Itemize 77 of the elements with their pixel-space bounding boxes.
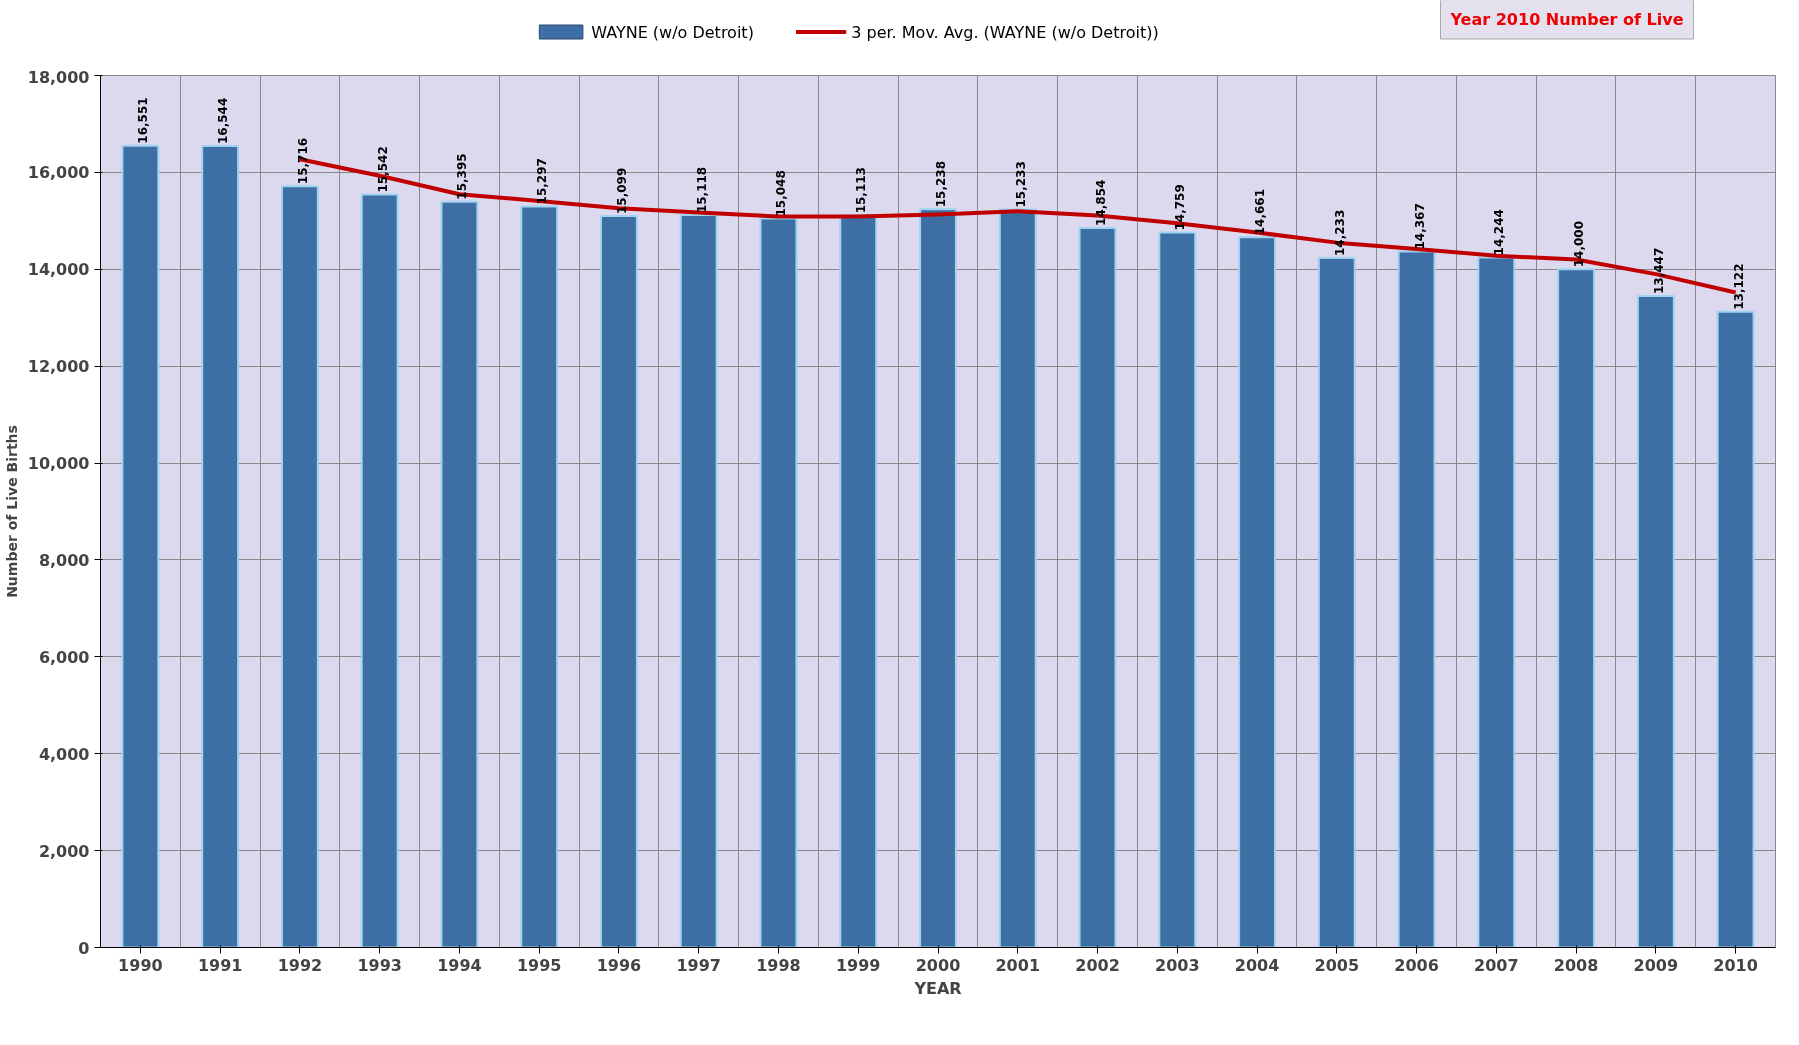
x-tick-label: 2004 <box>1234 955 1280 975</box>
x-tick-label: 2008 <box>1553 955 1599 975</box>
bar <box>1397 250 1436 948</box>
y-tick-label: 6,000 <box>38 647 90 667</box>
data-label: 13,447 <box>1651 247 1666 295</box>
x-tick-label: 1994 <box>437 955 482 975</box>
x-tick-label: 2009 <box>1633 955 1679 975</box>
legend-label: 3 per. Mov. Avg. (WAYNE (w/o Detroit)) <box>851 22 1159 42</box>
x-tick-label: 2003 <box>1155 955 1200 975</box>
bar <box>679 214 718 948</box>
x-tick-label: 1991 <box>197 955 243 975</box>
y-tick-label: 4,000 <box>38 744 90 764</box>
data-label: 14,233 <box>1332 209 1347 256</box>
x-tick-label: 2006 <box>1394 955 1439 975</box>
data-label: 14,367 <box>1412 203 1427 250</box>
y-tick-label: 2,000 <box>38 841 90 861</box>
bar <box>520 205 559 948</box>
bar <box>1477 256 1516 948</box>
x-tick-label: 1992 <box>277 955 323 975</box>
data-label: 15,716 <box>295 137 310 185</box>
data-label: 16,551 <box>136 97 151 144</box>
data-label: 15,118 <box>694 166 709 214</box>
data-label: 15,238 <box>934 160 948 208</box>
data-label: 15,542 <box>375 146 390 193</box>
y-tick-label: 14,000 <box>27 260 90 280</box>
bar <box>1158 231 1197 948</box>
x-tick-label: 1996 <box>596 955 642 975</box>
data-label: 14,759 <box>1173 184 1188 231</box>
data-label: 14,661 <box>1253 188 1268 236</box>
x-tick-label: 1990 <box>118 955 163 975</box>
x-tick-label: 1993 <box>357 955 402 975</box>
data-label: 15,233 <box>1013 161 1028 208</box>
data-label: 15,395 <box>455 153 470 200</box>
y-axis-title: Number of Live Births <box>3 425 20 598</box>
y-tick-label: 10,000 <box>27 454 90 474</box>
data-label: 13,122 <box>1731 263 1746 310</box>
bar <box>1716 310 1755 948</box>
y-tick-label: 16,000 <box>27 163 90 183</box>
bar <box>1238 236 1276 948</box>
x-tick-label: 2000 <box>915 955 961 975</box>
data-label: 15,048 <box>774 170 789 217</box>
x-tick-label: 2010 <box>1713 955 1758 975</box>
bar <box>600 215 638 948</box>
y-tick-label: 8,000 <box>38 550 90 570</box>
data-label: 15,099 <box>614 167 629 215</box>
x-tick-label: 2001 <box>995 955 1041 975</box>
x-tick-label: 1998 <box>756 955 801 975</box>
x-tick-label: 1997 <box>676 955 721 975</box>
bar <box>998 208 1037 948</box>
bar <box>1078 226 1117 948</box>
bar <box>201 145 240 948</box>
bar <box>919 208 957 948</box>
data-label: 16,544 <box>216 97 231 145</box>
y-tick-label: 12,000 <box>27 357 90 377</box>
data-label: 14,854 <box>1093 179 1108 226</box>
x-tick-label: 1995 <box>516 955 562 975</box>
data-label: 15,297 <box>535 158 550 205</box>
bar <box>440 200 479 948</box>
bar <box>121 144 160 948</box>
y-tick-label: 18,000 <box>27 67 90 87</box>
bar <box>759 217 798 948</box>
x-tick-label: 2005 <box>1314 955 1360 975</box>
bar <box>280 185 319 948</box>
x-axis-title: YEAR <box>913 978 962 998</box>
text: Year 2010 Number of Live <box>1449 10 1684 29</box>
legend-label: WAYNE (w/o Detroit) <box>591 22 754 42</box>
data-label: 15,113 <box>854 167 869 214</box>
y-tick-label: 0 <box>78 938 90 958</box>
x-tick-label: 2007 <box>1474 955 1519 975</box>
x-tick-label: 2002 <box>1075 955 1120 975</box>
bar <box>1636 295 1675 948</box>
bar <box>1317 256 1356 948</box>
x-tick-label: 1999 <box>835 955 881 975</box>
data-label: 14,000 <box>1572 220 1587 268</box>
bar <box>1557 268 1596 948</box>
bar <box>360 193 399 948</box>
data-label: 14,244 <box>1492 209 1507 256</box>
